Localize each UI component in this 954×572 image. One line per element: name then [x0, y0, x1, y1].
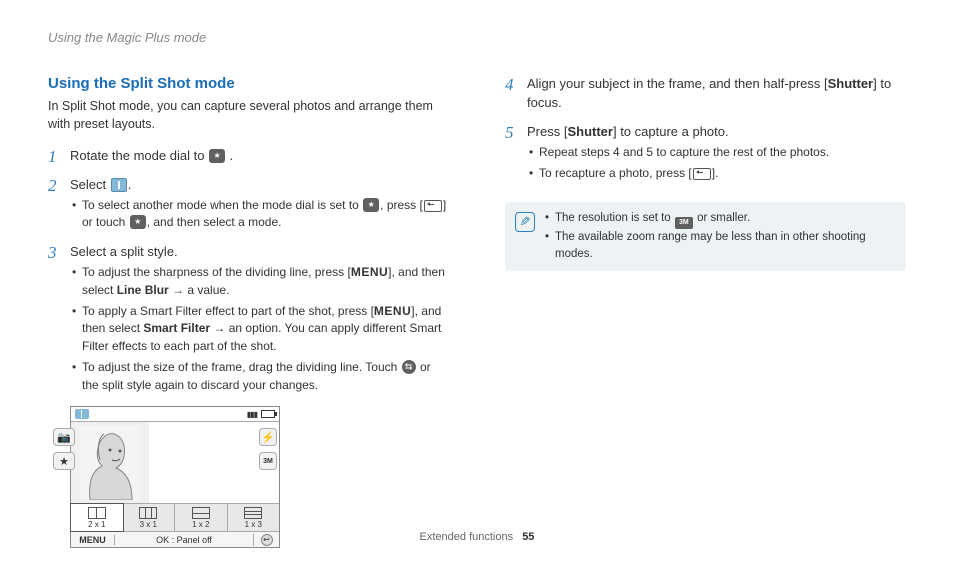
step-3-bullet-1: To adjust the sharpness of the dividing …: [70, 264, 449, 299]
note-box: The resolution is set to 3M or smaller. …: [505, 202, 906, 270]
step-1-text: Rotate the mode dial to: [70, 148, 208, 163]
flash-button-icon: ⚡: [259, 428, 277, 446]
footer-section: Extended functions: [420, 531, 514, 543]
intro-text: In Split Shot mode, you can capture seve…: [48, 98, 449, 133]
mode-dial-icon: [209, 149, 225, 163]
right-column: 4 Align your subject in the frame, and t…: [505, 75, 906, 548]
mode-dial-icon: [130, 215, 146, 229]
note-2: The available zoom range may be less tha…: [545, 229, 896, 262]
menu-label: MENU: [351, 265, 388, 279]
step-3: 3 Select a split style. To adjust the sh…: [48, 243, 449, 398]
style-1x2: 1 x 2: [175, 504, 228, 531]
mode-dial-icon: [363, 198, 379, 212]
step-2-bullet: To select another mode when the mode dia…: [70, 197, 449, 232]
step-3-text: Select a split style.: [70, 243, 449, 262]
split-mode-indicator-icon: [75, 409, 89, 419]
back-button-icon: [693, 168, 711, 180]
battery-icon: [261, 410, 275, 418]
step-3-bullet-2: To apply a Smart Filter effect to part o…: [70, 303, 449, 355]
step-5: 5 Press [Shutter] to capture a photo. Re…: [505, 123, 906, 187]
step-1: 1 Rotate the mode dial to .: [48, 147, 449, 168]
signal-icon: ▮▮▮: [247, 410, 257, 419]
split-shot-icon: [111, 178, 127, 192]
step-2-text: Select: [70, 177, 110, 192]
breadcrumb: Using the Magic Plus mode: [48, 30, 906, 45]
note-1: The resolution is set to 3M or smaller.: [545, 210, 896, 229]
step-5-bullet-1: Repeat steps 4 and 5 to capture the rest…: [527, 144, 906, 161]
step-3-bullet-3: To adjust the size of the frame, drag th…: [70, 359, 449, 394]
resolution-icon: 3M: [675, 217, 693, 229]
step-2: 2 Select . To select another mode when t…: [48, 176, 449, 236]
style-1x3: 1 x 3: [228, 504, 280, 531]
step-number: 1: [48, 147, 70, 167]
step-5-bullet-2: To recapture a photo, press [].: [527, 165, 906, 182]
style-3x1: 3 x 1: [123, 504, 176, 531]
resolution-button-icon: 3M: [259, 452, 277, 470]
left-column: Using the Split Shot mode In Split Shot …: [48, 75, 449, 548]
note-icon: [515, 212, 535, 232]
star-button-icon: ★: [53, 452, 75, 470]
section-title: Using the Split Shot mode: [48, 75, 449, 92]
back-button-icon: [424, 200, 442, 212]
portrait-preview: [71, 422, 149, 503]
style-2x1: 2 x 1: [70, 503, 124, 532]
step-number: 5: [505, 123, 527, 143]
camera-button-icon: 📷: [53, 428, 75, 446]
page-footer: Extended functions 55: [0, 531, 954, 543]
menu-label: MENU: [374, 304, 411, 318]
step-4: 4 Align your subject in the frame, and t…: [505, 75, 906, 115]
step-number: 3: [48, 243, 70, 263]
swap-icon: [402, 360, 416, 374]
page-number: 55: [522, 531, 534, 543]
step-number: 4: [505, 75, 527, 95]
step-number: 2: [48, 176, 70, 196]
camera-screenshot: ▮▮▮ 📷 ★: [70, 406, 280, 548]
split-style-row: 2 x 1 3 x 1 1 x 2 1 x 3: [71, 503, 279, 531]
